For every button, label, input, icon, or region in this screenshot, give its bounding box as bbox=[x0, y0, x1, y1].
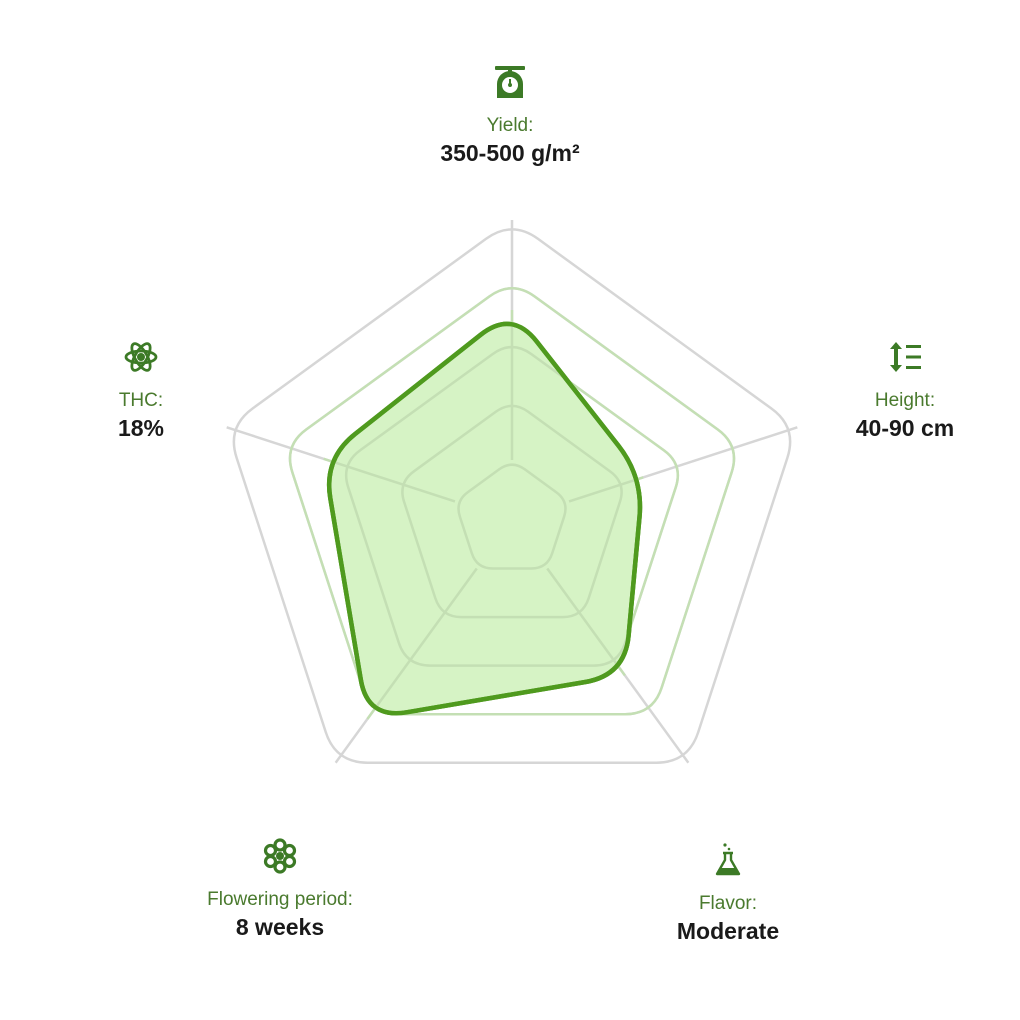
axis-block-yield: Yield: 350-500 g/m² bbox=[350, 64, 670, 168]
axis-block-thc: THC: 18% bbox=[0, 339, 301, 443]
radar-ring-overlay-4 bbox=[288, 287, 736, 716]
axis-value-thc: 18% bbox=[117, 415, 165, 441]
axis-label-thc: THC: bbox=[118, 390, 164, 411]
axis-block-height: Height: 40-90 cm bbox=[745, 339, 1020, 443]
height-icon bbox=[890, 342, 921, 372]
radar-spoke-overlay-flowering bbox=[366, 567, 478, 720]
scale-icon bbox=[495, 66, 525, 98]
radar-spoke-overlay-thc bbox=[323, 457, 456, 503]
atom-icon bbox=[124, 342, 158, 372]
axis-block-flowering: Flowering period: 8 weeks bbox=[120, 838, 440, 942]
axis-block-flavor: Flavor: Moderate bbox=[568, 842, 888, 946]
axis-label-yield: Yield: bbox=[486, 115, 534, 136]
radar-spoke-overlay-height bbox=[568, 476, 644, 503]
radar-ring-overlay-2 bbox=[401, 404, 623, 619]
radar-outline bbox=[326, 321, 643, 716]
radar-ring-overlay-1 bbox=[457, 463, 567, 570]
flower-icon bbox=[263, 838, 297, 874]
axis-label-height: Height: bbox=[874, 390, 936, 411]
radar-ring-5 bbox=[232, 228, 792, 764]
axis-value-yield: 350-500 g/m² bbox=[440, 140, 580, 166]
radar-spoke-overlay-flavor bbox=[546, 567, 626, 677]
axis-label-flavor: Flavor: bbox=[698, 893, 758, 914]
axis-value-flavor: Moderate bbox=[676, 918, 780, 944]
radar-area bbox=[326, 321, 643, 716]
radar-data bbox=[288, 287, 736, 720]
axis-value-flowering: 8 weeks bbox=[235, 914, 325, 940]
axis-label-flowering: Flowering period: bbox=[207, 889, 353, 910]
axis-value-height: 40-90 cm bbox=[855, 415, 955, 441]
flask-icon bbox=[715, 843, 741, 876]
radar-ring-overlay-3 bbox=[344, 345, 680, 667]
